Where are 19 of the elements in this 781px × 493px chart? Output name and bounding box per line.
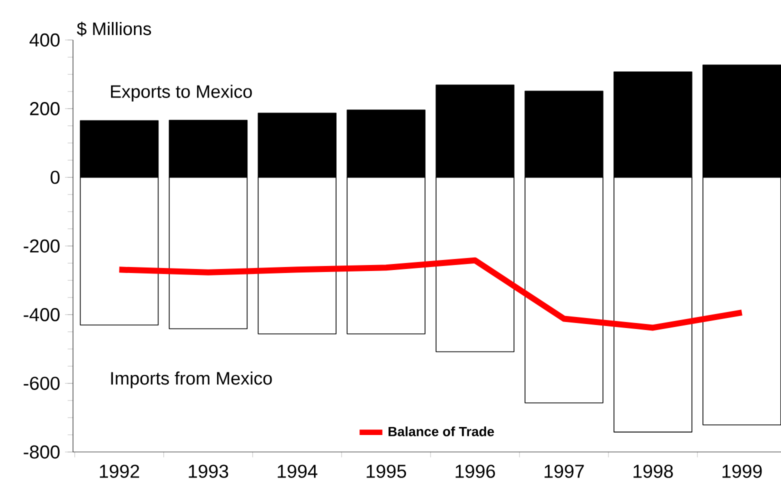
y-axis-title: $ Millions (76, 22, 152, 36)
y-tick-label: 0 (50, 170, 60, 184)
text: Imports from Mexico (111, 372, 272, 388)
x-tick-label: 1997 (544, 464, 584, 478)
y-tick-label: 200 (30, 102, 60, 116)
x-tick-label: 1995 (366, 464, 406, 478)
x-tick-label: 1994 (278, 464, 318, 478)
x-tick-label: 1992 (100, 464, 140, 478)
y-tick-label: -200 (24, 239, 60, 253)
y-tick-label: -800 (24, 445, 60, 459)
y-tick-label: 400 (30, 33, 60, 47)
series-label: Exports to Mexico (111, 84, 252, 102)
x-tick-label: 1998 (634, 464, 673, 478)
y-tick-label: -400 (24, 308, 60, 322)
x-tick-label: 1996 (456, 464, 495, 478)
x-tick-label: 1999 (722, 464, 762, 478)
y-tick-label: -600 (24, 376, 60, 390)
x-tick-label: 1993 (188, 464, 228, 478)
legend-label: Balance of Trade (388, 426, 494, 436)
